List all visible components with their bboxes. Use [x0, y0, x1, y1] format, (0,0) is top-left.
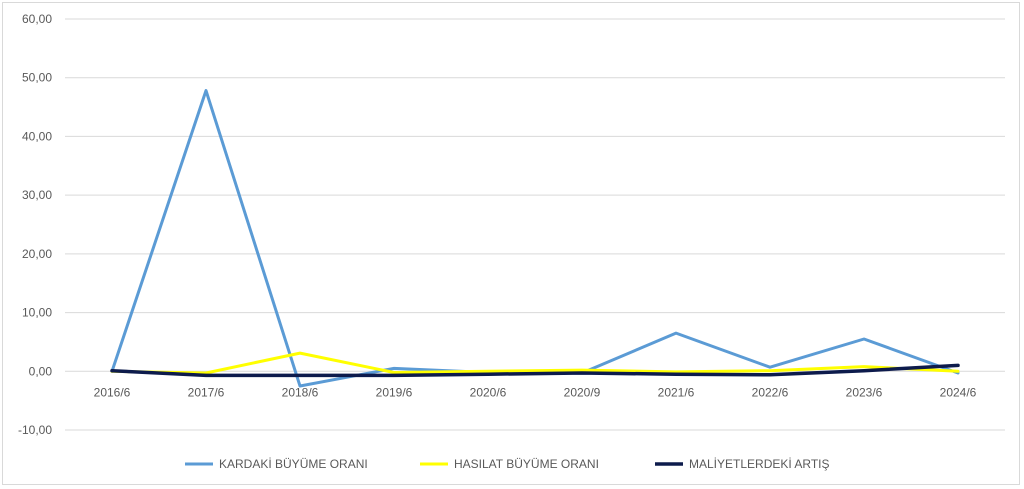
y-tick-label: 10,00 — [22, 306, 52, 320]
x-tick-label: 2024/6 — [940, 385, 977, 399]
legend-label: MALİYETLERDEKİ ARTIŞ — [689, 457, 830, 471]
x-tick-label: 2017/6 — [188, 385, 225, 399]
y-tick-label: 20,00 — [22, 247, 52, 261]
series-line-2 — [110, 351, 960, 375]
y-tick-label: 30,00 — [22, 188, 52, 202]
y-tick-label: 60,00 — [22, 12, 52, 26]
x-tick-label: 2021/6 — [658, 385, 695, 399]
series-lines — [110, 89, 960, 388]
x-tick-label: 2020/9 — [564, 385, 601, 399]
series-line-3 — [110, 363, 960, 378]
y-tick-label: 50,00 — [22, 71, 52, 85]
legend-label: HASILAT BÜYÜME ORANI — [454, 457, 599, 471]
y-tick-label: 40,00 — [22, 129, 52, 143]
x-tick-label: 2018/6 — [282, 385, 319, 399]
y-tick-label: 0,00 — [29, 364, 53, 378]
gridlines — [65, 18, 1005, 431]
y-axis-ticks: 60,00 50,00 40,00 30,00 20,00 10,00 0,00 -10,00 — [18, 12, 52, 437]
x-tick-label: 2023/6 — [846, 385, 883, 399]
x-tick-label: 2020/6 — [470, 385, 507, 399]
legend-label: KARDAKİ BÜYÜME ORANI — [219, 457, 368, 471]
x-tick-label: 2022/6 — [752, 385, 789, 399]
x-axis-ticks: 2016/6 2017/6 2018/6 2019/6 2020/6 2020/9 2021… — [94, 385, 977, 399]
legend: KARDAKİ BÜYÜME ORANI HASILAT BÜYÜME ORANI… — [185, 457, 830, 471]
x-tick-label: 2019/6 — [376, 385, 413, 399]
y-tick-label: -10,00 — [18, 423, 52, 437]
series-line-1 — [110, 89, 960, 388]
x-tick-label: 2016/6 — [94, 385, 131, 399]
